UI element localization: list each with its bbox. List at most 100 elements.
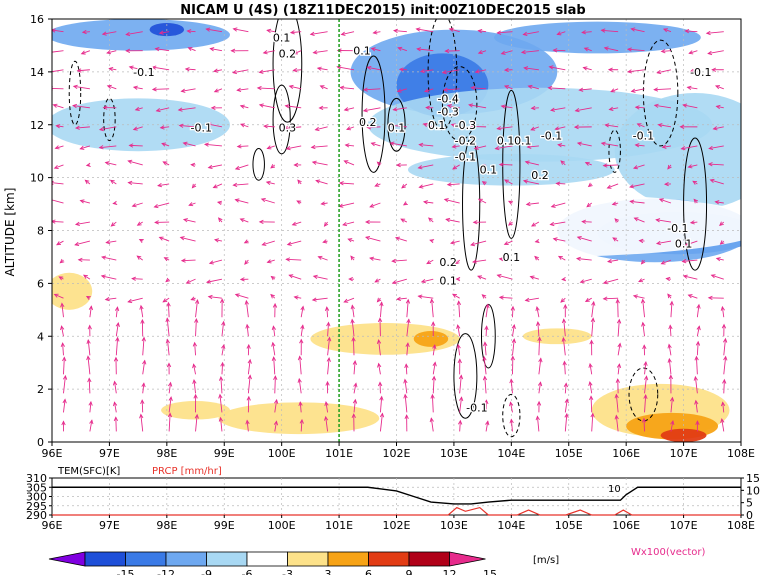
wind-vector-head xyxy=(600,141,606,146)
contour-line xyxy=(387,97,406,152)
wind-vector xyxy=(267,145,275,149)
wind-vector-head xyxy=(104,296,110,302)
wind-vector xyxy=(299,356,302,375)
wind-vector xyxy=(345,144,355,147)
wind-vector xyxy=(132,278,143,280)
wind-vector-head xyxy=(707,162,713,167)
wind-vector-head xyxy=(695,420,700,425)
wind-vector-head xyxy=(561,318,567,324)
wind-vector-head xyxy=(218,375,224,381)
wind-vector xyxy=(379,413,383,432)
wind-vector-head xyxy=(695,340,701,346)
wind-vector-head xyxy=(470,242,476,247)
wind-vector-head xyxy=(327,336,332,342)
wind-vector-head xyxy=(498,257,504,262)
wind-vector xyxy=(310,31,328,35)
wind-vector-head xyxy=(525,201,531,207)
wind-vector-head xyxy=(260,198,266,203)
wind-vector-head xyxy=(353,382,358,388)
wind-vector-head xyxy=(689,220,695,225)
surface-lines xyxy=(52,486,741,516)
contour-line xyxy=(103,97,116,142)
wind-vector xyxy=(195,300,198,318)
wind-vector xyxy=(528,85,540,90)
wind-vector-head xyxy=(112,380,118,386)
wind-vector xyxy=(715,85,724,90)
wind-vector-head xyxy=(326,321,331,327)
wind-vector xyxy=(327,357,330,375)
wind-vector-head xyxy=(296,200,302,205)
colorbar-tick-label: -15 xyxy=(117,568,135,575)
wind-vector xyxy=(538,382,542,394)
wind-vector-head xyxy=(104,161,110,166)
wind-vector-head xyxy=(58,276,64,281)
wind-vector xyxy=(110,179,117,185)
wind-vector xyxy=(300,419,303,432)
wind-vector-head xyxy=(714,200,720,205)
wind-vector-head xyxy=(616,363,622,369)
wind-vector-head xyxy=(370,142,376,147)
contour-line xyxy=(361,55,386,173)
wind-vector xyxy=(353,399,356,413)
wind-vector-head xyxy=(72,84,78,89)
wind-vector-head xyxy=(719,240,725,245)
wind-vector xyxy=(723,338,726,356)
contour-label: 0.1 xyxy=(675,238,693,251)
contour-label: 0.2 xyxy=(439,256,457,269)
wind-vector xyxy=(711,274,724,280)
colorbar-tick-label: 6 xyxy=(365,568,372,575)
wind-vector-head xyxy=(286,241,292,246)
colorbar-segment xyxy=(84,551,126,567)
wind-vector-head xyxy=(500,104,506,109)
wind-vector-head xyxy=(682,274,688,279)
wind-vector xyxy=(365,236,381,242)
wind-vector-head xyxy=(405,342,410,348)
wind-vector xyxy=(87,340,91,356)
contour-label: 0.2 xyxy=(531,169,549,182)
wind-vector xyxy=(287,240,302,246)
wind-vector-head xyxy=(503,179,509,184)
wind-vector-head xyxy=(74,125,80,130)
wind-vector xyxy=(557,31,566,35)
wind-vector-head xyxy=(455,277,461,282)
wind-vector xyxy=(363,88,381,91)
wind-vector xyxy=(325,401,329,413)
wind-vector-head xyxy=(128,143,134,148)
wind-vector-head xyxy=(642,344,647,350)
wind-vector xyxy=(181,88,196,92)
wind-vector xyxy=(530,126,540,131)
temperature-legend: TEM(SFC)[K] xyxy=(57,466,120,477)
wind-vector xyxy=(406,299,409,318)
wind-vector-head xyxy=(534,255,539,261)
wind-vector-head xyxy=(711,67,717,72)
wind-vector xyxy=(475,69,487,73)
surface-left-tick-label: 310 xyxy=(26,472,47,485)
wind-vector-head xyxy=(608,106,614,111)
wind-vector-head xyxy=(318,105,324,111)
wind-vector-head xyxy=(604,123,610,128)
wind-vector-head xyxy=(273,375,278,381)
wind-vector-head xyxy=(207,164,213,170)
wind-vector xyxy=(644,376,647,394)
wind-vector-head xyxy=(415,27,421,32)
wind-vector-head xyxy=(141,382,146,388)
contour-line xyxy=(628,367,659,422)
wind-vector-head xyxy=(396,88,402,93)
wind-vector xyxy=(656,240,672,245)
y-tick-label: 12 xyxy=(30,119,44,132)
wind-vector xyxy=(589,381,593,394)
wind-vector-head xyxy=(270,275,276,281)
wind-vector xyxy=(610,88,619,93)
wind-vector-head xyxy=(258,219,264,225)
wind-vector xyxy=(510,402,513,413)
wind-vector xyxy=(628,69,645,73)
wind-vector-head xyxy=(316,66,322,71)
wind-vector xyxy=(259,104,275,109)
colorbar-segment xyxy=(125,551,167,567)
wind-vector xyxy=(696,304,700,318)
surface-x-tick-label: 106E xyxy=(612,519,640,532)
wind-vector-head xyxy=(712,126,718,131)
wind-vector xyxy=(556,183,566,185)
wind-vector-head xyxy=(687,294,693,299)
wind-vector-head xyxy=(529,275,535,280)
